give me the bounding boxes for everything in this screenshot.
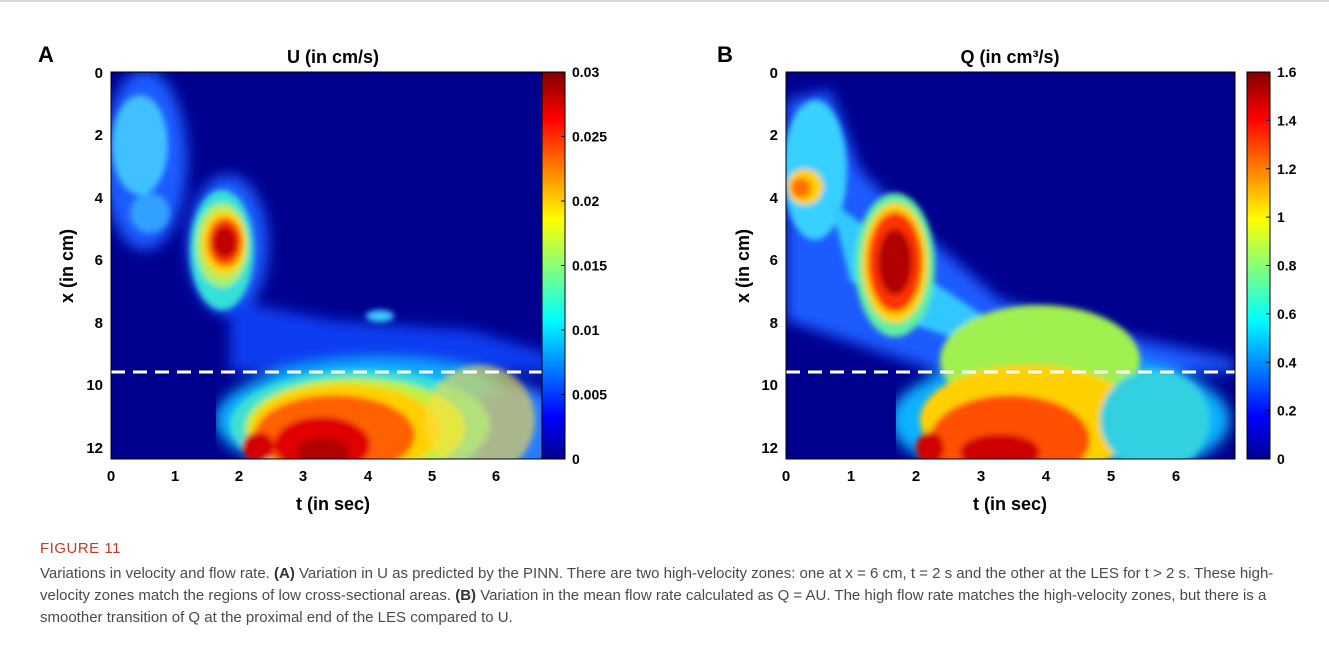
colorbar-tick-label: 0.025 <box>572 129 607 145</box>
colorbar-tick-label: 0.015 <box>572 258 607 274</box>
panel-a: A U (in cm/s) <box>38 42 566 514</box>
x-tick-label: 3 <box>299 468 307 485</box>
x-tick-label: 5 <box>428 468 436 485</box>
figure-caption-block: FIGURE 11 Variations in velocity and flo… <box>40 540 1310 629</box>
colorbar-tick-label: 0.6 <box>1277 306 1297 322</box>
colorbar-tick-label: 1.6 <box>1277 64 1297 80</box>
colorbar-tick-label: 0 <box>572 451 580 467</box>
caption-b-tag: (B) <box>455 587 477 604</box>
y-tick-label: 2 <box>95 127 103 144</box>
panel-a-xlabel: t (in sec) <box>296 494 370 514</box>
panel-b-xlabel: t (in sec) <box>973 494 1047 514</box>
y-tick-label: 10 <box>86 377 103 394</box>
panel-b-title: Q (in cm³/s) <box>960 47 1059 67</box>
panel-b-ylabel: x (in cm) <box>733 229 753 303</box>
y-tick-label: 12 <box>761 440 778 457</box>
x-tick-label: 3 <box>977 468 985 485</box>
x-tick-label: 6 <box>492 468 500 485</box>
panel-b-colorbar-ticks: 0 0.2 0.4 0.6 0.8 1 1.2 1.4 1.6 <box>1266 64 1297 467</box>
y-tick-label: 8 <box>770 315 778 332</box>
x-tick-label: 4 <box>364 468 373 485</box>
panel-a-y-ticks: 0 2 4 6 8 10 12 <box>86 65 103 457</box>
figure-canvas: A U (in cm/s) <box>38 42 1297 514</box>
x-tick-label: 1 <box>847 468 855 485</box>
panel-a-title: U (in cm/s) <box>287 47 379 67</box>
y-tick-label: 0 <box>770 65 778 82</box>
y-tick-label: 4 <box>770 190 779 207</box>
caption-intro: Variations in velocity and flow rate. <box>40 565 275 582</box>
y-tick-label: 8 <box>95 315 103 332</box>
colorbar-tick-label: 0 <box>1277 451 1285 467</box>
x-tick-label: 2 <box>235 468 243 485</box>
panel-b-x-ticks: 0 1 2 3 4 5 6 <box>782 468 1180 485</box>
x-tick-label: 5 <box>1107 468 1115 485</box>
colorbar-tick-label: 0.005 <box>572 387 607 403</box>
colorbar-tick-label: 1 <box>1277 209 1285 225</box>
colorbar-tick-label: 0.03 <box>572 64 599 80</box>
x-tick-label: 0 <box>782 468 790 485</box>
y-tick-label: 2 <box>770 127 778 144</box>
colorbar-tick-label: 0.01 <box>572 322 599 338</box>
top-border <box>0 0 1329 2</box>
colorbar-tick-label: 1.2 <box>1277 161 1297 177</box>
panel-a-x-ticks: 0 1 2 3 4 5 6 <box>107 468 500 485</box>
caption-a-text: Variation in U as predicted by the PINN.… <box>40 565 1274 604</box>
y-tick-label: 12 <box>86 440 103 457</box>
caption-a-tag: (A) <box>274 565 295 582</box>
panel-b: B Q (in cm³/s) <box>717 42 1271 514</box>
colorbar-tick-label: 0.8 <box>1277 258 1297 274</box>
panel-a-label: A <box>38 42 54 67</box>
panel-a-colorbar-ticks: 0 0.005 0.01 0.015 0.02 0.025 0.03 <box>561 64 607 467</box>
figure-caption: Variations in velocity and flow rate. (A… <box>40 563 1310 629</box>
x-tick-label: 1 <box>171 468 179 485</box>
y-tick-label: 6 <box>770 252 778 269</box>
y-tick-label: 6 <box>95 252 103 269</box>
panel-b-y-ticks: 0 2 4 6 8 10 12 <box>761 65 778 457</box>
panel-a-ylabel: x (in cm) <box>57 229 77 303</box>
colorbar-tick-label: 0.2 <box>1277 403 1297 419</box>
x-tick-label: 6 <box>1172 468 1180 485</box>
x-tick-label: 2 <box>912 468 920 485</box>
colorbar-tick-label: 0.02 <box>572 193 599 209</box>
colorbar-tick-label: 0.4 <box>1277 354 1297 370</box>
colorbar-tick-label: 1.4 <box>1277 112 1297 128</box>
y-tick-label: 4 <box>95 190 104 207</box>
panel-b-label: B <box>717 42 733 67</box>
figure-label: FIGURE 11 <box>40 540 121 557</box>
caption-b-text: Variation in the mean flow rate calculat… <box>40 587 1267 626</box>
panel-b-heatmap <box>786 72 1235 459</box>
y-tick-label: 0 <box>95 65 103 82</box>
x-tick-label: 4 <box>1042 468 1051 485</box>
panel-a-heatmap <box>111 72 555 459</box>
x-tick-label: 0 <box>107 468 115 485</box>
y-tick-label: 10 <box>761 377 778 394</box>
